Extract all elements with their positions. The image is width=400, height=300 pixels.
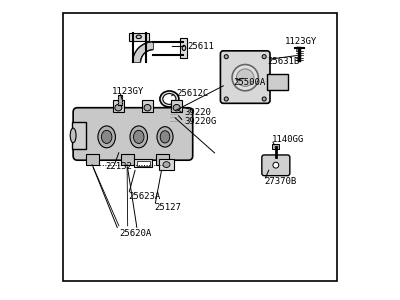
Ellipse shape: [160, 131, 170, 143]
Text: 25127: 25127: [155, 203, 182, 212]
Text: 27370B: 27370B: [264, 177, 296, 186]
Ellipse shape: [70, 128, 76, 143]
Ellipse shape: [130, 126, 148, 148]
Ellipse shape: [115, 104, 122, 111]
Text: 39220G: 39220G: [184, 117, 216, 126]
Ellipse shape: [98, 126, 116, 148]
Bar: [156, 154, 168, 165]
Ellipse shape: [262, 97, 266, 101]
Ellipse shape: [157, 127, 173, 147]
Bar: [180, 38, 187, 58]
Text: 25623A: 25623A: [128, 192, 161, 201]
Bar: [113, 100, 124, 112]
Text: 39220: 39220: [184, 108, 211, 117]
Ellipse shape: [224, 97, 228, 101]
Text: 1123GY: 1123GY: [112, 87, 144, 96]
Ellipse shape: [136, 35, 141, 39]
Bar: [272, 144, 279, 148]
Ellipse shape: [224, 55, 228, 59]
Bar: [170, 108, 177, 122]
Text: 25612C: 25612C: [177, 89, 209, 98]
Ellipse shape: [232, 64, 258, 91]
Wedge shape: [133, 42, 153, 62]
Ellipse shape: [163, 162, 170, 167]
Bar: [137, 161, 150, 166]
Text: 1140GG: 1140GG: [272, 135, 304, 144]
Bar: [134, 159, 152, 167]
Text: 1123GY: 1123GY: [284, 37, 317, 46]
FancyBboxPatch shape: [73, 108, 193, 160]
Text: 25500A: 25500A: [234, 78, 266, 87]
Bar: [172, 100, 176, 108]
FancyBboxPatch shape: [220, 51, 270, 103]
Text: 25631B: 25631B: [267, 56, 299, 65]
FancyBboxPatch shape: [262, 155, 290, 176]
Bar: [128, 33, 149, 40]
Ellipse shape: [182, 45, 186, 50]
Ellipse shape: [102, 130, 112, 143]
Text: 25620A: 25620A: [119, 229, 151, 238]
Ellipse shape: [163, 94, 176, 104]
Bar: [86, 154, 98, 165]
Bar: [172, 100, 182, 112]
Bar: [159, 159, 174, 170]
Text: 22132: 22132: [105, 162, 132, 171]
Bar: [267, 74, 288, 90]
Ellipse shape: [144, 104, 151, 111]
Ellipse shape: [173, 104, 180, 111]
Bar: [118, 94, 122, 105]
Ellipse shape: [134, 130, 144, 143]
Bar: [142, 100, 153, 112]
Ellipse shape: [160, 91, 179, 107]
Ellipse shape: [262, 55, 266, 59]
Bar: [121, 154, 134, 165]
Text: 25611: 25611: [187, 42, 214, 51]
Ellipse shape: [273, 162, 279, 168]
Bar: [72, 122, 86, 148]
Ellipse shape: [236, 69, 254, 86]
